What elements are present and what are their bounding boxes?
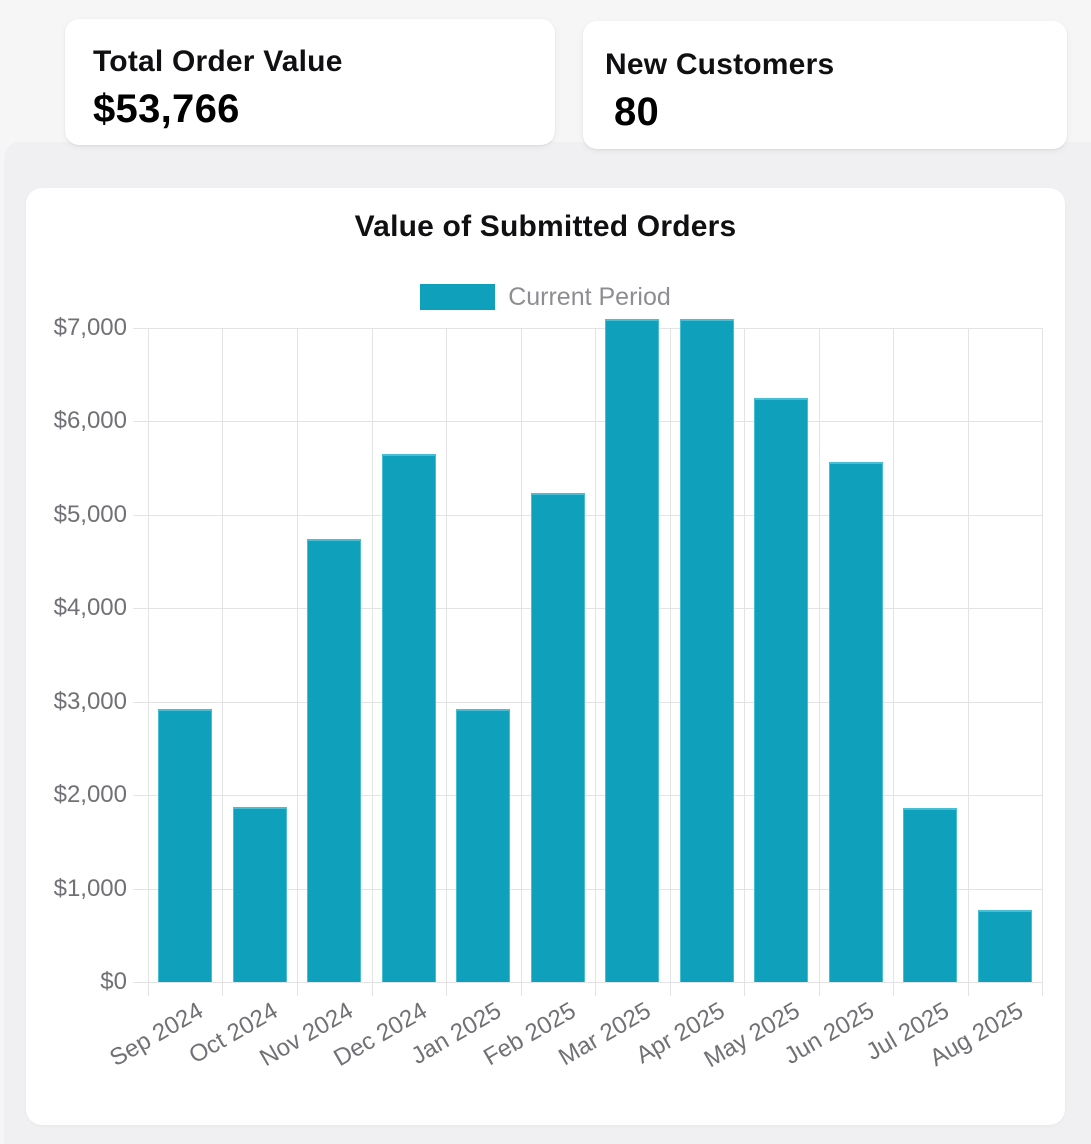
v-gridline [818,328,820,982]
v-gridline [148,328,149,982]
v-gridline [371,328,373,982]
bar-apr-2025[interactable] [679,318,734,982]
stat-label-total-order-value: Total Order Value [93,45,343,78]
y-tick-mark [133,421,148,423]
x-tick-mark [818,982,820,996]
y-tick-label: $6,000 [53,407,127,435]
v-gridline [296,328,298,982]
stat-card-new-customers: New Customers 80 [583,21,1067,149]
stat-value-new-customers: 80 [614,90,660,134]
x-tick-mark [520,982,522,996]
bar-jul-2025[interactable] [903,808,958,982]
y-tick-mark [133,514,148,516]
bar-feb-2025[interactable] [530,493,585,982]
v-gridline [743,328,745,982]
legend-label-current-period: Current Period [508,283,671,311]
chart-legend[interactable]: Current Period [26,284,1065,310]
y-tick-mark [133,795,148,797]
y-tick-label: $3,000 [53,687,127,715]
v-gridline [520,328,522,982]
v-gridline [1042,328,1043,982]
chart-title: Value of Submitted Orders [354,210,737,243]
bar-aug-2025[interactable] [977,910,1032,982]
stat-value-total-order-value: $53,766 [93,87,240,131]
bar-may-2025[interactable] [754,398,809,982]
bar-jun-2025[interactable] [828,461,883,982]
y-tick-label: $4,000 [53,594,127,622]
x-tick-mark [148,982,149,996]
y-tick-label: $5,000 [53,500,127,528]
x-tick-mark [669,982,671,996]
y-tick-mark [133,608,148,610]
bar-nov-2024[interactable] [307,539,362,982]
bar-dec-2024[interactable] [381,454,436,982]
x-tick-mark [296,982,298,996]
y-tick-label: $2,000 [53,781,127,809]
x-tick-mark [595,982,596,996]
y-tick-mark [133,328,148,329]
y-tick-mark [133,701,148,703]
v-gridline [967,328,969,982]
v-gridline [595,328,596,982]
y-tick-mark [133,982,148,983]
stat-card-total-order-value: Total Order Value $53,766 [65,19,555,145]
chart-card: Value of Submitted Orders Current Period… [26,188,1065,1125]
x-tick-mark [222,982,224,996]
legend-swatch-current-period [420,284,496,310]
x-tick-mark [967,982,969,996]
bar-sep-2024[interactable] [158,709,213,982]
v-gridline [893,328,894,982]
bar-jan-2025[interactable] [456,709,511,982]
stat-label-new-customers: New Customers [605,48,835,81]
bar-chart-plot-area: $0 $1,000 $2,000 $3,000 $4,000 $5,000 $6,000 $7… [54,316,1043,1073]
v-gridline [669,328,671,982]
x-tick-mark [445,982,447,996]
x-tick-mark [743,982,745,996]
v-gridline [222,328,224,982]
y-tick-mark [133,888,148,890]
y-tick-label: $7,000 [53,314,127,341]
v-gridline [445,328,447,982]
bar-oct-2024[interactable] [232,807,287,982]
bar-mar-2025[interactable] [605,318,660,982]
x-tick-mark [1042,982,1043,996]
x-tick-mark [893,982,894,996]
y-tick-label: $0 [100,968,127,995]
y-tick-label: $1,000 [53,874,127,902]
x-tick-mark [371,982,373,996]
